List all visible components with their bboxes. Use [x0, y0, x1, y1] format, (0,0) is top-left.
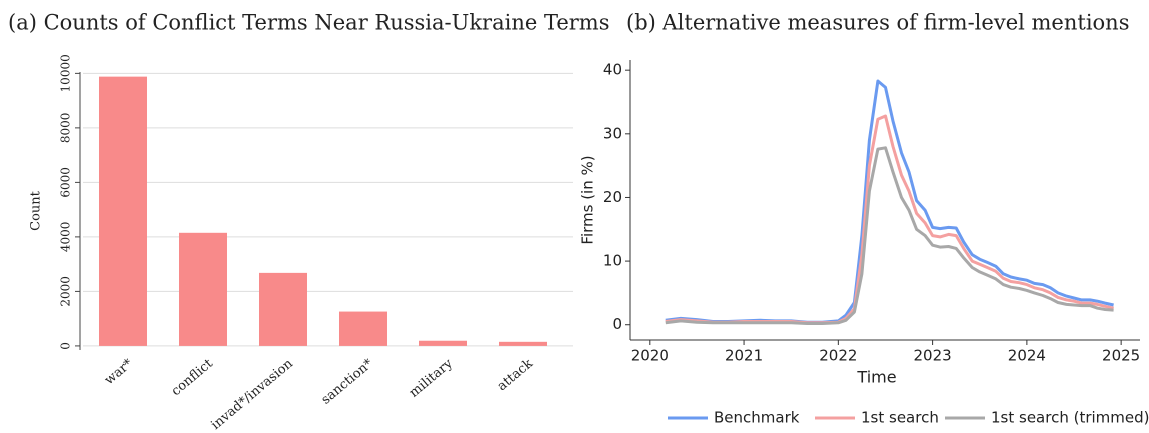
bar [339, 311, 387, 346]
series-line [665, 114, 1114, 325]
y-tick-label: 2000 [59, 276, 73, 307]
y-axis-label: Count [29, 190, 44, 231]
x-tick-label: 2025 [1102, 347, 1140, 365]
x-tick-label: 2023 [914, 347, 952, 365]
chart-title: (a) Counts of Conflict Terms Near Russia… [8, 11, 609, 35]
x-tick-label: war* [102, 356, 136, 388]
y-tick-label: 0 [59, 342, 73, 350]
y-tick-label: 10 [603, 252, 622, 270]
x-tick-label: 2020 [631, 347, 669, 365]
bar [179, 232, 227, 346]
bar [419, 340, 467, 346]
y-tick-label: 6000 [59, 167, 73, 198]
x-tick-label: 2024 [1008, 347, 1046, 365]
bar [259, 272, 307, 346]
x-tick-label: military [407, 356, 456, 401]
bar [499, 341, 547, 346]
x-tick-label: attack [495, 356, 536, 394]
legend-label: Benchmark [714, 409, 800, 427]
y-axis-label: Firms (in %) [579, 155, 597, 244]
series-line [665, 146, 1114, 325]
legend-label: 1st search [861, 409, 939, 427]
series-line [665, 79, 1114, 324]
x-tick-label: sanction* [319, 356, 377, 408]
x-tick-label: 2022 [819, 347, 857, 365]
x-tick-label: conflict [169, 356, 217, 399]
x-tick-label: 2021 [725, 347, 763, 365]
y-tick-label: 40 [603, 61, 622, 79]
x-axis-label: Time [856, 368, 896, 387]
chart-title: (b) Alternative measures of firm-level m… [626, 11, 1129, 35]
y-tick-label: 10000 [59, 54, 73, 92]
legend-label: 1st search (trimmed) [991, 409, 1149, 427]
y-tick-label: 30 [603, 124, 622, 142]
y-tick-label: 0 [612, 315, 622, 333]
y-tick-label: 8000 [59, 113, 73, 144]
y-tick-label: 20 [603, 188, 622, 206]
x-tick-label: invad*/invasion [208, 356, 296, 433]
y-tick-label: 4000 [59, 222, 73, 253]
bar [99, 76, 147, 346]
